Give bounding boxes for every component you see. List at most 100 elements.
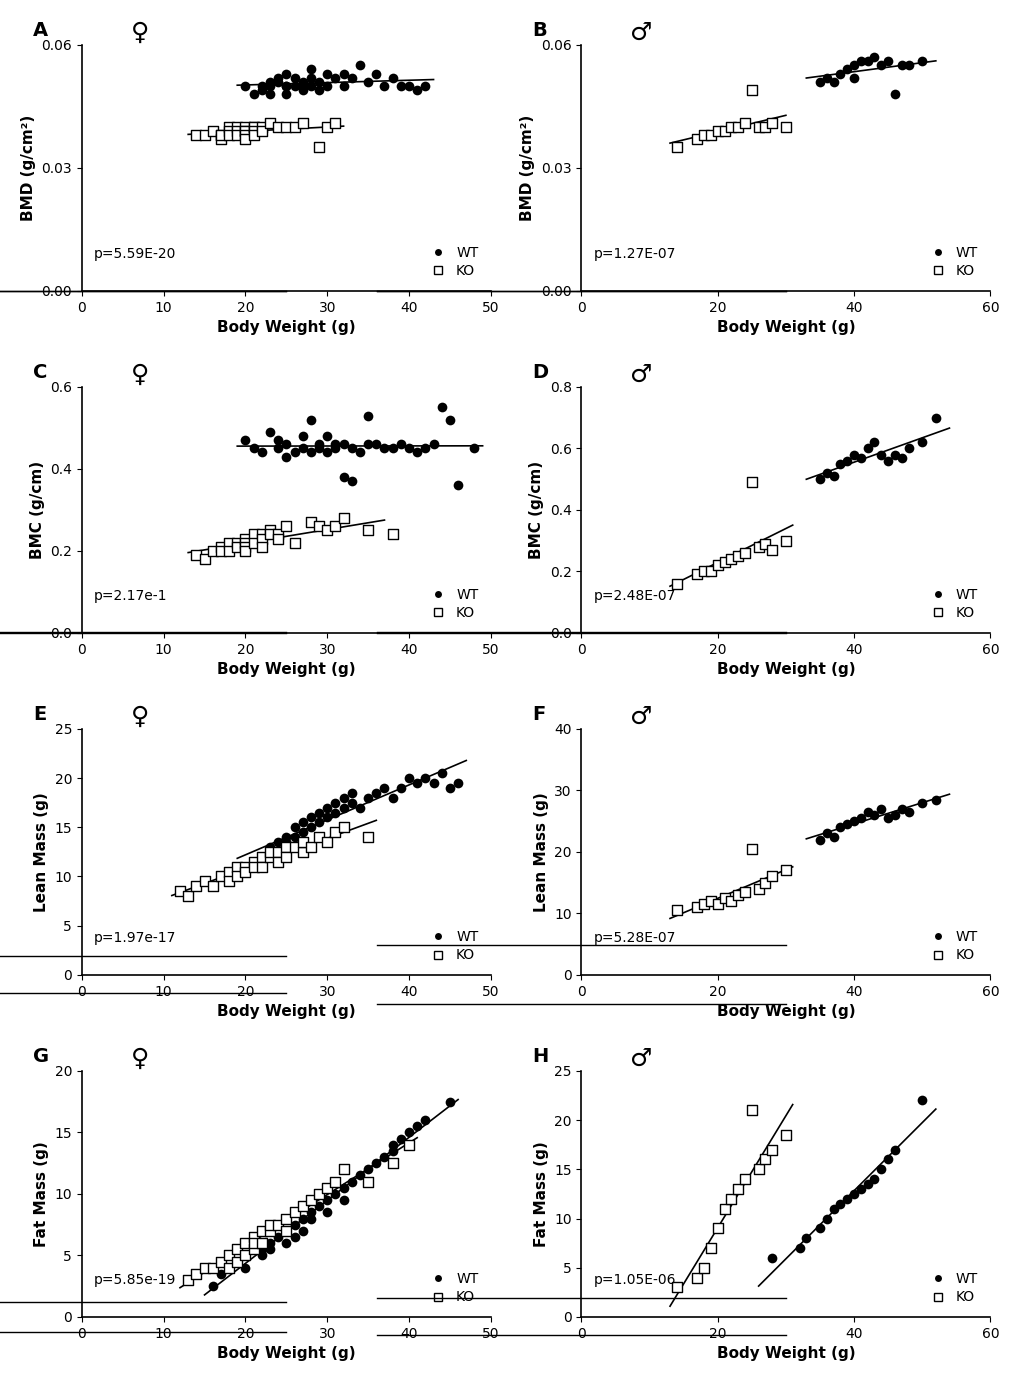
Point <box>254 1238 270 1260</box>
Point <box>845 1183 861 1205</box>
Point <box>689 1266 705 1288</box>
Point <box>689 129 705 151</box>
Point <box>900 800 916 822</box>
Point <box>229 865 246 887</box>
Point <box>262 840 278 862</box>
Point <box>886 804 902 826</box>
Point <box>319 426 335 448</box>
Point <box>913 1089 929 1111</box>
Point <box>832 1193 848 1215</box>
Point <box>865 46 881 68</box>
Point <box>303 1201 319 1223</box>
Point <box>368 782 384 804</box>
X-axis label: Body Weight (g): Body Weight (g) <box>716 662 854 677</box>
Point <box>926 406 943 428</box>
Point <box>311 70 327 93</box>
Point <box>270 840 286 862</box>
Point <box>368 1153 384 1175</box>
Text: E: E <box>33 705 46 724</box>
Point <box>221 1256 237 1278</box>
Y-axis label: Lean Mass (g): Lean Mass (g) <box>34 792 49 912</box>
Point <box>335 796 352 818</box>
Point <box>237 1244 254 1266</box>
Point <box>756 532 772 554</box>
Point <box>278 75 294 97</box>
Point <box>695 893 711 915</box>
Point <box>763 1139 780 1161</box>
Point <box>743 471 759 493</box>
Point <box>872 444 889 466</box>
Point <box>376 1146 392 1168</box>
Point <box>262 836 278 858</box>
Text: ♂: ♂ <box>630 705 652 728</box>
Point <box>319 62 335 84</box>
Point <box>722 890 739 912</box>
Point <box>294 437 311 459</box>
Point <box>900 437 916 459</box>
Point <box>756 872 772 894</box>
Point <box>730 545 746 567</box>
Point <box>327 433 343 455</box>
Point <box>197 871 213 893</box>
Point <box>303 75 319 97</box>
Point <box>319 1189 335 1211</box>
Point <box>360 433 376 455</box>
Point <box>824 1198 841 1220</box>
Point <box>221 540 237 562</box>
Point <box>270 437 286 459</box>
Point <box>743 1099 759 1121</box>
Point <box>205 120 221 142</box>
Point <box>189 875 205 897</box>
Point <box>886 83 902 105</box>
Point <box>237 124 254 146</box>
Point <box>335 1189 352 1211</box>
Point <box>750 1158 766 1180</box>
Point <box>246 851 262 873</box>
Point <box>449 773 466 795</box>
Point <box>352 796 368 818</box>
Point <box>237 861 254 883</box>
Point <box>246 1231 262 1253</box>
Point <box>278 62 294 84</box>
Point <box>246 120 262 142</box>
Point <box>319 796 335 818</box>
Point <box>319 1176 335 1198</box>
Point <box>319 441 335 463</box>
Point <box>360 70 376 93</box>
Point <box>327 1171 343 1193</box>
Point <box>879 807 896 829</box>
Point <box>189 545 205 567</box>
Point <box>879 449 896 471</box>
Point <box>311 1183 327 1205</box>
Point <box>294 70 311 93</box>
Point <box>763 865 780 887</box>
Point <box>818 1208 835 1230</box>
X-axis label: Body Weight (g): Body Weight (g) <box>217 662 356 677</box>
Point <box>695 560 711 582</box>
Point <box>689 564 705 586</box>
Point <box>449 474 466 496</box>
Point <box>246 524 262 546</box>
Y-axis label: Fat Mass (g): Fat Mass (g) <box>533 1142 548 1247</box>
Point <box>197 1256 213 1278</box>
Point <box>303 817 319 839</box>
Point <box>384 786 400 808</box>
Point <box>303 1208 319 1230</box>
Point <box>859 1173 875 1195</box>
Point <box>865 804 881 826</box>
Point <box>262 75 278 97</box>
Point <box>392 433 409 455</box>
Point <box>335 507 352 529</box>
Point <box>262 1213 278 1236</box>
Point <box>237 116 254 138</box>
Point <box>763 1247 780 1269</box>
Point <box>715 887 732 909</box>
Point <box>179 884 196 907</box>
Text: p=5.28E-07: p=5.28E-07 <box>593 931 676 945</box>
Point <box>730 116 746 138</box>
Point <box>818 462 835 484</box>
Point <box>294 821 311 843</box>
Point <box>715 551 732 574</box>
Point <box>360 826 376 849</box>
Point <box>294 840 311 862</box>
